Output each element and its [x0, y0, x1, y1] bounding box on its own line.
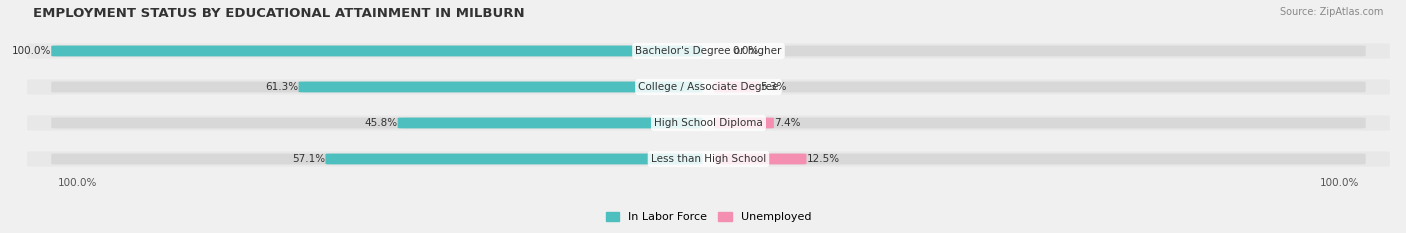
FancyBboxPatch shape — [298, 82, 703, 92]
Text: 12.5%: 12.5% — [807, 154, 839, 164]
FancyBboxPatch shape — [27, 115, 1389, 130]
Text: 0.0%: 0.0% — [733, 46, 759, 56]
Text: Bachelor's Degree or higher: Bachelor's Degree or higher — [636, 46, 782, 56]
Text: 5.3%: 5.3% — [761, 82, 787, 92]
FancyBboxPatch shape — [27, 151, 1389, 167]
FancyBboxPatch shape — [51, 118, 703, 128]
FancyBboxPatch shape — [325, 154, 703, 164]
FancyBboxPatch shape — [51, 82, 703, 92]
Text: 57.1%: 57.1% — [292, 154, 325, 164]
Text: 7.4%: 7.4% — [773, 118, 800, 128]
Text: EMPLOYMENT STATUS BY EDUCATIONAL ATTAINMENT IN MILBURN: EMPLOYMENT STATUS BY EDUCATIONAL ATTAINM… — [34, 7, 524, 20]
Text: College / Associate Degree: College / Associate Degree — [638, 82, 779, 92]
Text: 45.8%: 45.8% — [364, 118, 398, 128]
FancyBboxPatch shape — [714, 154, 807, 164]
Text: 61.3%: 61.3% — [266, 82, 298, 92]
Text: High School Diploma: High School Diploma — [654, 118, 763, 128]
FancyBboxPatch shape — [51, 154, 703, 164]
FancyBboxPatch shape — [714, 118, 1365, 128]
FancyBboxPatch shape — [714, 154, 1365, 164]
Text: 100.0%: 100.0% — [1320, 178, 1360, 188]
FancyBboxPatch shape — [714, 118, 773, 128]
FancyBboxPatch shape — [398, 118, 703, 128]
Text: 100.0%: 100.0% — [58, 178, 97, 188]
FancyBboxPatch shape — [27, 79, 1389, 95]
Legend: In Labor Force, Unemployed: In Labor Force, Unemployed — [602, 208, 815, 227]
FancyBboxPatch shape — [714, 46, 1365, 56]
FancyBboxPatch shape — [714, 82, 1365, 92]
Text: 100.0%: 100.0% — [11, 46, 51, 56]
Text: Less than High School: Less than High School — [651, 154, 766, 164]
Text: Source: ZipAtlas.com: Source: ZipAtlas.com — [1281, 7, 1384, 17]
FancyBboxPatch shape — [714, 82, 761, 92]
FancyBboxPatch shape — [51, 46, 703, 56]
FancyBboxPatch shape — [51, 46, 703, 56]
FancyBboxPatch shape — [27, 43, 1389, 58]
